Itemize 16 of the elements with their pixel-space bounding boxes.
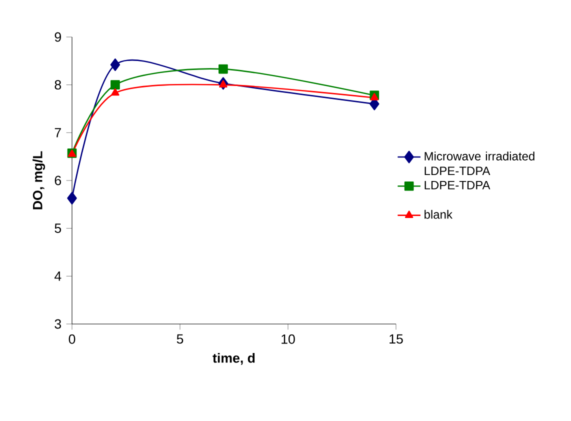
y-axis-title: DO, mg/L: [32, 151, 46, 210]
y-tick-label: 5: [54, 224, 62, 233]
y-tick-label: 6: [54, 176, 62, 186]
legend-label: blank: [424, 210, 452, 219]
y-tick-label: 9: [54, 32, 61, 42]
y-tick-label: 3: [54, 319, 62, 329]
legend-label: LDPE-TDPA: [424, 181, 490, 190]
y-tick-label: 4: [54, 272, 62, 281]
x-axis-title: time, d: [212, 352, 255, 365]
legend-label: Microwave irradiated LDPE-TDPA: [424, 152, 534, 176]
x-tick-label: 0: [68, 334, 76, 344]
x-tick-label: 10: [282, 334, 295, 344]
y-tick-label: 8: [54, 80, 62, 90]
x-tick-label: 5: [176, 334, 184, 344]
y-tick-label: 7: [54, 128, 61, 138]
x-tick-label: 15: [390, 334, 403, 344]
